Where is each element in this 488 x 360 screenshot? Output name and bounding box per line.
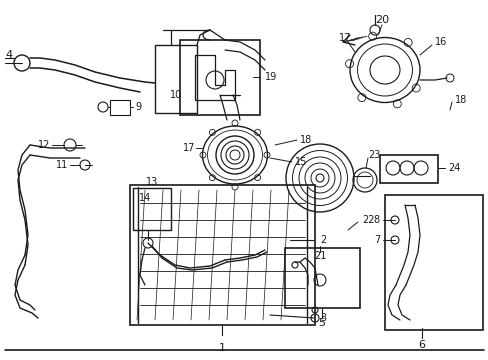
- Text: 17: 17: [182, 143, 195, 153]
- Bar: [110, 100, 130, 115]
- Text: 16: 16: [434, 37, 447, 47]
- Bar: [155, 45, 197, 113]
- Bar: [130, 185, 314, 325]
- Text: 12: 12: [38, 140, 50, 150]
- Text: 21: 21: [313, 251, 325, 261]
- Text: 6: 6: [418, 340, 425, 350]
- Text: 5: 5: [318, 318, 325, 328]
- Text: 15: 15: [294, 157, 307, 167]
- Text: 7: 7: [373, 235, 379, 245]
- Text: 18: 18: [454, 95, 467, 105]
- Bar: [133, 188, 171, 230]
- Text: 3: 3: [319, 313, 325, 323]
- Text: 14: 14: [139, 193, 151, 203]
- Bar: [285, 248, 359, 308]
- Text: 22: 22: [361, 215, 374, 225]
- Text: 20: 20: [374, 15, 388, 25]
- Text: 9: 9: [135, 102, 141, 112]
- Text: 2: 2: [319, 235, 325, 245]
- Text: 23: 23: [367, 150, 380, 160]
- Text: 8: 8: [373, 215, 379, 225]
- Text: 11: 11: [56, 160, 68, 170]
- Text: 4: 4: [5, 50, 12, 60]
- Bar: [379, 155, 437, 183]
- Text: 19: 19: [264, 72, 277, 82]
- Text: 18: 18: [299, 135, 312, 145]
- Bar: [384, 195, 482, 330]
- Bar: [180, 40, 260, 115]
- Text: 17: 17: [338, 33, 350, 43]
- Text: 10: 10: [169, 90, 182, 100]
- Text: 1: 1: [218, 343, 225, 353]
- Text: 13: 13: [145, 177, 158, 187]
- Text: 24: 24: [447, 163, 459, 173]
